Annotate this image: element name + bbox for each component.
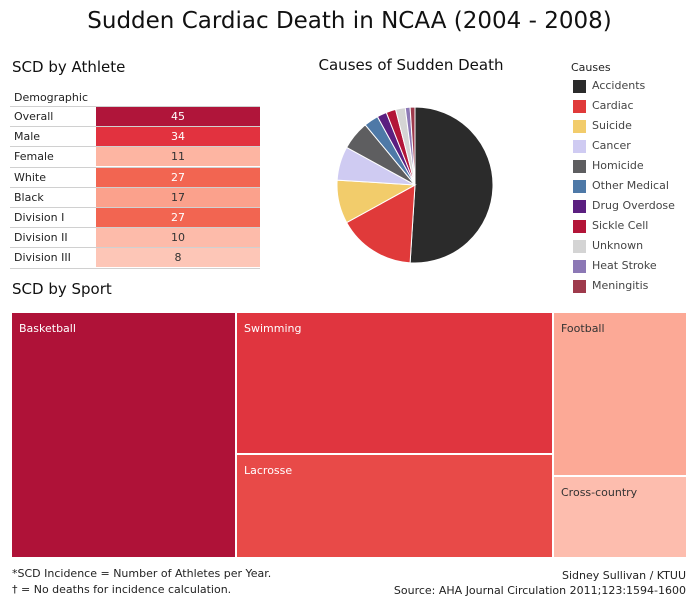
legend-swatch (573, 240, 586, 253)
legend-label: Accidents (592, 79, 646, 92)
sport-tile-label: Basketball (19, 322, 76, 335)
table-divider (10, 106, 260, 107)
legend-swatch (573, 280, 586, 293)
legend-label: Cardiac (592, 99, 634, 112)
legend-title: Causes (571, 61, 611, 74)
sport-tile-label: Football (561, 322, 605, 335)
athlete-row-value: 11 (96, 147, 260, 167)
table-divider (10, 166, 260, 168)
sport-tile-cross-country: Cross-country (553, 476, 687, 558)
legend-swatch (573, 120, 586, 133)
sport-treemap-title: SCD by Sport (12, 280, 112, 298)
legend-label: Heat Stroke (592, 259, 657, 272)
legend-swatch (573, 160, 586, 173)
athlete-row-label: Division II (14, 231, 68, 245)
athlete-row-value: 10 (96, 228, 260, 248)
legend-label: Drug Overdose (592, 199, 675, 212)
athlete-row-value: 27 (96, 208, 260, 227)
athlete-row-label: Division III (14, 251, 71, 265)
footnote-dagger: † = No deaths for incidence calculation. (12, 583, 232, 596)
pie-slice-accidents (409, 106, 494, 264)
legend-swatch (573, 140, 586, 153)
athlete-row-label: Overall (14, 110, 54, 123)
athlete-row-label: Female (14, 150, 54, 164)
athlete-table-title: SCD by Athlete (12, 58, 126, 76)
legend-label: Unknown (592, 239, 644, 252)
athlete-row-value: 45 (96, 107, 260, 126)
pie-chart-title: Causes of Sudden Death (318, 56, 504, 74)
source-text: Source: AHA Journal Circulation 2011;123… (393, 584, 686, 597)
legend-label: Cancer (592, 139, 631, 152)
legend-label: Sickle Cell (592, 219, 649, 232)
credit-text: Sidney Sullivan / KTUU (562, 569, 686, 582)
athlete-row-value: 17 (96, 187, 260, 207)
legend-swatch (573, 260, 586, 273)
athlete-row-label: White (14, 170, 46, 184)
table-divider (10, 247, 260, 249)
sport-tile-football: Football (553, 312, 687, 476)
table-divider (10, 126, 260, 128)
legend-label: Suicide (592, 119, 632, 132)
table-divider (10, 186, 260, 188)
legend-swatch (573, 200, 586, 213)
sport-tile-basketball: Basketball (11, 312, 236, 558)
footnote-incidence: *SCD Incidence = Number of Athletes per … (12, 567, 272, 580)
pie-slice-meningitis (409, 106, 416, 186)
sport-tile-label: Lacrosse (244, 464, 293, 477)
legend-label: Meningitis (592, 279, 649, 292)
athlete-row-label: Division I (14, 211, 65, 224)
athlete-row-value: 8 (96, 248, 260, 268)
legend-label: Other Medical (592, 179, 669, 192)
legend-swatch (573, 180, 586, 193)
table-divider (10, 146, 260, 148)
athlete-row-label: Black (14, 190, 44, 204)
legend-swatch (573, 220, 586, 233)
athlete-row-value: 34 (96, 127, 260, 147)
sport-tile-lacrosse: Lacrosse (236, 454, 553, 558)
pie-slice-cardiac (345, 184, 416, 264)
legend-swatch (573, 100, 586, 113)
sport-tile-label: Swimming (244, 322, 302, 335)
causes-pie-chart (336, 106, 494, 264)
sport-tile-label: Cross-country (561, 486, 638, 499)
page-title: Sudden Cardiac Death in NCAA (2004 - 200… (87, 8, 612, 34)
table-divider (10, 227, 260, 229)
table-divider (10, 207, 260, 208)
sport-tile-swimming: Swimming (236, 312, 553, 454)
legend-swatch (573, 80, 586, 93)
athlete-row-label: Male (14, 130, 41, 144)
demographic-column-header: Demographic (14, 91, 88, 104)
table-divider (10, 267, 260, 269)
legend-label: Homicide (592, 159, 644, 172)
athlete-row-value: 27 (96, 167, 260, 187)
